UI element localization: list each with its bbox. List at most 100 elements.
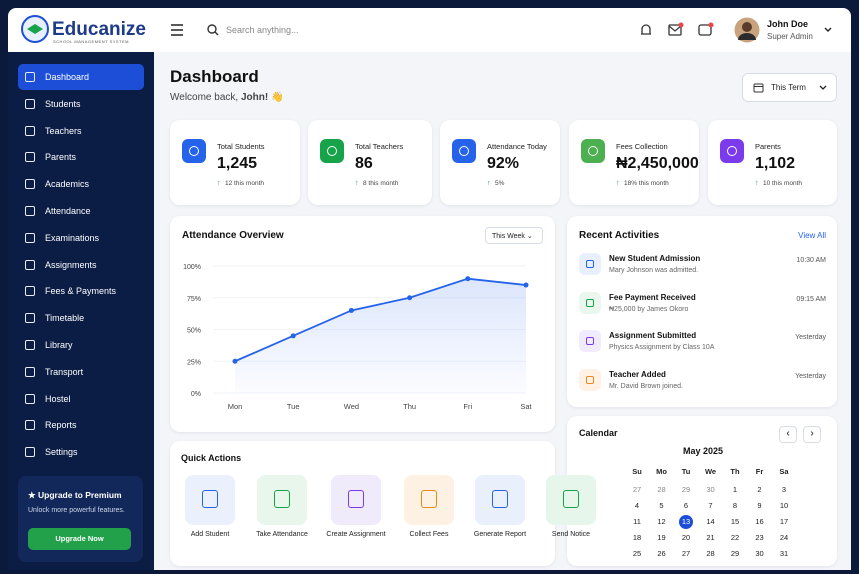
calendar-day[interactable]: 28: [657, 485, 666, 494]
nav-item[interactable]: [18, 412, 144, 438]
activity-desc: Mary Johnson was admitted.: [609, 267, 699, 274]
stat-value: ₦2,450,000: [616, 155, 699, 172]
quick-action-button[interactable]: [257, 475, 307, 525]
calendar-day[interactable]: 30: [706, 485, 715, 494]
nav-label: Dashboard: [45, 72, 90, 82]
quick-action-glyph: [421, 490, 437, 508]
quick-actions-title: Quick Actions: [181, 453, 242, 463]
nav-label: Settings: [45, 447, 78, 458]
quick-action-button[interactable]: [546, 475, 596, 525]
calendar-day[interactable]: 24: [779, 533, 789, 542]
calendar-day[interactable]: 14: [706, 517, 715, 526]
calendar-title: Calendar: [579, 428, 618, 438]
activity-title: New Student Admission: [609, 254, 701, 263]
calendar-day[interactable]: 11: [633, 517, 641, 526]
calendar-day[interactable]: 27: [632, 485, 642, 494]
calendar-day[interactable]: 1: [732, 485, 738, 494]
activity-time: 09:15 AM: [796, 295, 826, 303]
stat-icon-glyph: [327, 146, 337, 156]
x-tick-label: Fri: [463, 402, 472, 411]
weekday: Tu: [681, 467, 691, 476]
upgrade-button[interactable]: Upgrade Now: [28, 528, 131, 550]
nav-item[interactable]: [18, 144, 144, 170]
user-name: John Doe: [767, 19, 809, 29]
calendar-day[interactable]: 18: [632, 533, 642, 542]
calendar-card: Calendar ‹ › May 2025: [567, 416, 837, 566]
calendar-day[interactable]: 9: [757, 501, 762, 510]
promo-title: ★ Upgrade to Premium: [28, 490, 122, 500]
chart-period-select[interactable]: This Week ⌄: [485, 227, 543, 244]
stat-label: Attendance Today: [487, 142, 547, 151]
avatar[interactable]: [734, 17, 760, 43]
calendar-day[interactable]: 6: [683, 501, 689, 510]
calendar-day[interactable]: 5: [659, 501, 664, 510]
stat-value: 1,102: [755, 155, 796, 172]
calendar-day[interactable]: 31: [779, 549, 789, 558]
calendar-day[interactable]: 16: [755, 517, 764, 526]
stat-icon-glyph: [727, 146, 737, 156]
calendar-day[interactable]: 8: [732, 501, 738, 510]
nav-item[interactable]: [18, 439, 144, 465]
nav-item[interactable]: [18, 386, 144, 412]
calendar-day[interactable]: 23: [755, 533, 764, 542]
nav-icon: [25, 125, 35, 136]
calendar-day[interactable]: 10: [779, 501, 789, 510]
stat-change: 10 this month: [763, 180, 803, 187]
nav-label: Academics: [45, 179, 90, 190]
nav-label: Students: [45, 98, 81, 109]
activity-icon: [579, 291, 601, 314]
quick-action-button[interactable]: [185, 475, 235, 525]
weekday: Sa: [779, 467, 789, 476]
header-icons[interactable]: [638, 22, 718, 38]
calendar-day[interactable]: 27: [681, 549, 691, 558]
quick-action-button[interactable]: [404, 475, 454, 525]
calendar-day[interactable]: 21: [706, 533, 715, 542]
calendar-day[interactable]: 26: [657, 549, 666, 558]
calendar-day[interactable]: 3: [781, 485, 787, 494]
promo-box: ★ Upgrade to Premium Unlock more powerfu…: [18, 476, 143, 562]
nav-item[interactable]: [18, 332, 144, 358]
calendar-day[interactable]: 15: [730, 517, 740, 526]
logo-icon: [21, 15, 49, 43]
calendar-day[interactable]: 29: [681, 485, 691, 494]
calendar-day-selected[interactable]: 13: [681, 517, 691, 526]
stat-label: Total Students: [217, 142, 265, 151]
user-menu-chevron[interactable]: [824, 27, 832, 33]
prev-month[interactable]: ‹: [779, 426, 797, 443]
calendar-day[interactable]: 4: [634, 501, 640, 510]
activity-title: Fee Payment Received: [609, 292, 696, 302]
calendar-day[interactable]: 30: [755, 549, 764, 558]
nav-icon: [25, 313, 35, 324]
brand-tagline: SCHOOL MANAGEMENT SYSTEM: [53, 39, 130, 44]
nav-item[interactable]: [18, 64, 144, 90]
stat-arrow: ↑: [616, 180, 620, 187]
calendar-day[interactable]: 19: [657, 533, 666, 542]
calendar-day[interactable]: 17: [779, 517, 789, 526]
calendar-day[interactable]: 29: [730, 549, 740, 558]
nav-item[interactable]: [18, 91, 144, 117]
calendar-day[interactable]: 7: [708, 501, 713, 510]
nav-label: Hostel: [45, 393, 71, 404]
next-month[interactable]: ›: [803, 426, 821, 443]
x-tick-label: Wed: [344, 402, 359, 411]
menu-button[interactable]: [170, 24, 184, 36]
period-select[interactable]: This Term: [742, 73, 837, 102]
y-tick-label: 25%: [187, 359, 201, 366]
stat-label: Total Teachers: [355, 142, 404, 151]
view-all-link[interactable]: View All: [798, 231, 826, 240]
search-input[interactable]: Search anything...: [226, 25, 299, 35]
calendar-day[interactable]: 22: [730, 533, 740, 542]
calendar-day[interactable]: 12: [657, 517, 666, 526]
quick-action-button[interactable]: [331, 475, 381, 525]
x-tick-label: Sat: [520, 402, 532, 411]
calendar-day[interactable]: 2: [757, 485, 762, 494]
y-tick-label: 50%: [187, 328, 201, 335]
nav-icon: [25, 206, 35, 216]
activity-title: Assignment Submitted: [609, 331, 697, 341]
calendar-day[interactable]: 20: [681, 533, 691, 542]
calendar-day[interactable]: 25: [632, 549, 642, 558]
quick-action-button[interactable]: [475, 475, 525, 525]
calendar-day[interactable]: 28: [706, 549, 715, 558]
nav-label: Assignments: [45, 259, 97, 270]
attendance-chart: 0% 25% 50% 75% 100% Mon Tue Wed Thu Fri Sat: [183, 264, 532, 411]
